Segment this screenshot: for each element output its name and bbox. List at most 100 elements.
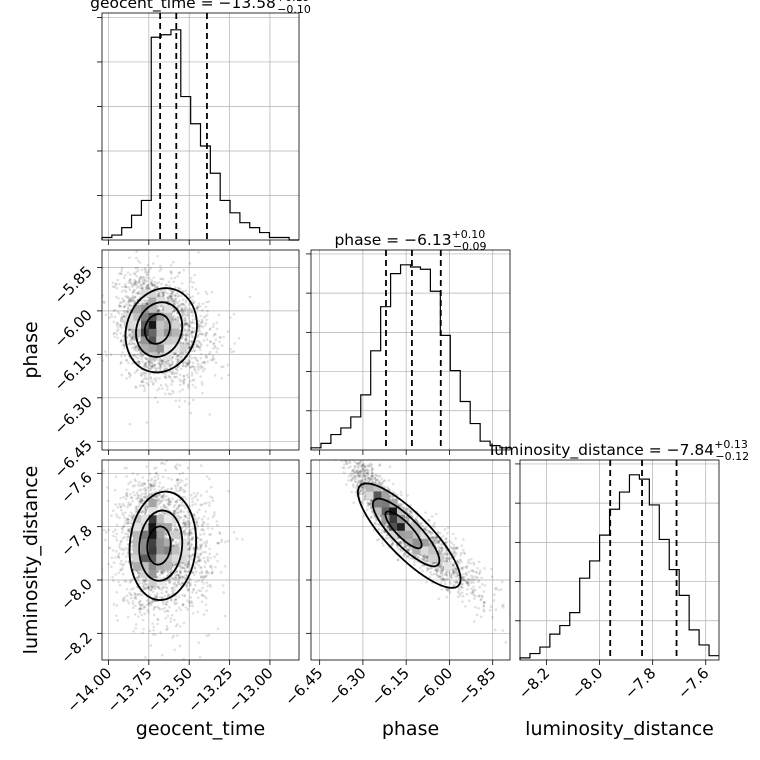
sample-point [183,317,186,320]
sample-point [109,353,113,356]
sample-point [170,292,174,296]
sample-point [186,324,190,327]
sample-point [114,573,117,576]
sample-point [173,352,177,355]
sample-point [169,363,172,366]
sample-point [123,466,126,470]
sample-point [157,387,161,390]
sample-point [127,501,130,504]
contour-line [124,287,198,374]
sample-point [134,266,138,270]
sample-point [201,571,204,575]
sample-point [137,572,140,575]
sample-point [184,532,187,536]
sample-point [170,297,174,301]
sample-point [183,563,187,566]
sample-point [161,359,165,363]
sample-point [175,585,179,588]
sample-point [110,565,113,569]
sample-point [214,361,218,365]
density-bin [148,344,157,353]
sample-point [125,587,129,591]
sample-point [141,282,145,286]
sample-point [219,571,223,574]
sample-point [190,311,193,314]
sample-point [120,267,124,270]
sample-point [220,376,224,380]
sample-point [123,304,127,308]
sample-point [121,566,124,570]
sample-point [229,316,232,319]
sample-point [135,250,138,253]
sample-point [159,267,163,271]
sample-point [186,580,190,584]
sample-point [158,366,162,369]
sample-point [181,603,185,606]
sample-point [201,523,204,527]
density-bin [148,336,157,345]
sample-point [104,350,107,354]
sample-point [173,302,177,306]
sample-point [124,368,128,372]
sample-point [208,547,211,551]
sample-point [155,377,158,380]
sample-point [114,556,117,559]
sample-point [167,374,171,378]
sample-point [118,545,121,548]
sample-point [165,536,168,539]
sample-point [177,304,181,308]
sample-point [123,354,127,358]
sample-point [183,328,187,331]
density-bin [140,320,149,329]
sample-point [132,296,136,299]
sample-point [181,310,184,314]
sample-point [204,331,208,335]
sample-point [154,368,158,371]
sample-point [164,375,167,378]
sample-point [188,354,192,358]
sample-point [131,296,134,300]
sample-point [159,631,162,634]
sample-point [132,342,135,345]
sample-point [149,377,153,380]
sample-point [145,270,149,274]
sample-point [150,380,154,383]
sample-point [133,281,136,284]
sample-point [145,357,148,360]
sample-point [169,270,172,273]
sample-point [121,335,125,338]
sample-point [180,355,183,359]
sample-point [197,564,201,567]
sample-point [136,494,140,498]
sample-point [159,359,162,363]
sample-point [119,539,123,543]
sample-point [217,313,221,317]
sample-point [165,361,168,364]
sample-point [125,310,129,314]
sample-point [146,383,150,387]
sample-point [187,402,191,405]
sample-point [222,335,225,339]
sample-point [130,336,133,340]
sample-point [218,531,221,534]
sample-point [166,292,169,295]
density-bin [163,336,172,345]
sample-point [192,398,195,402]
sample-point [190,331,193,334]
sample-point [171,299,175,303]
sample-point [178,383,182,387]
sample-point [174,371,177,375]
sample-point [119,340,123,343]
sample-point [156,505,159,509]
sample-point [214,333,217,336]
sample-point [138,502,141,506]
sample-point [195,307,199,310]
sample-point [195,305,199,308]
sample-point [134,347,137,350]
sample-point [199,566,203,569]
sample-point [198,557,201,561]
sample-point [205,475,209,478]
density-bin [148,328,157,337]
sample-point [205,541,208,545]
sample-point [121,297,124,301]
